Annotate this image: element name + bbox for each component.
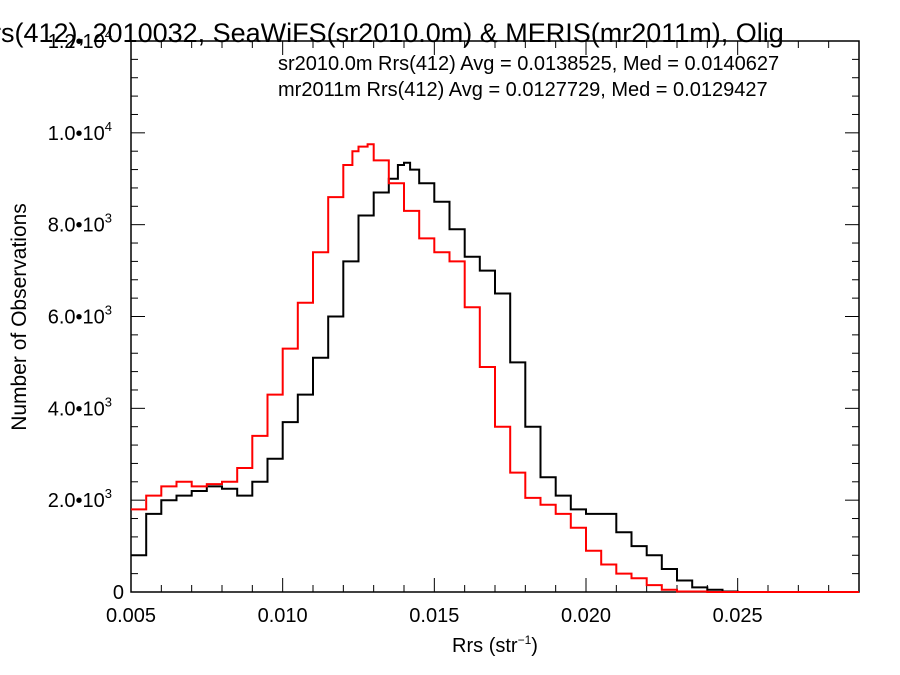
x-axis-label-main: Rrs (str [452, 635, 518, 657]
series-line-red [131, 143, 859, 593]
y-tick-label: 2.0•103 [48, 486, 112, 512]
x-tick-label: 0.025 [713, 605, 763, 627]
y-axis-label: Number of Observations [8, 203, 31, 431]
x-tick-label: 0.020 [561, 605, 611, 627]
x-axis-label: Rrs (str−1) [452, 633, 538, 657]
tick-labels: 0.005 0.010 0.015 0.020 0.025 0 2.0•103 4.0•103… [48, 27, 763, 627]
x-tick-label: 0.010 [258, 605, 308, 627]
axis-ticks [130, 40, 860, 593]
series-lines [131, 143, 859, 593]
y-tick-label: 8.0•103 [48, 211, 112, 237]
legend-entry-black: sr2010.0m Rrs(412) Avg = 0.0138525, Med … [278, 53, 779, 75]
y-tick-label: 1.2•104 [48, 27, 112, 53]
x-tick-label: 0.015 [409, 605, 459, 627]
chart-title: rs(412), 2010032, SeaWiFS(sr2010.0m) & M… [0, 18, 784, 48]
x-axis-label-end: ) [531, 635, 538, 657]
plot-frame [130, 40, 860, 593]
legend-entry-red: mr2011m Rrs(412) Avg = 0.0127729, Med = … [278, 79, 768, 101]
y-tick-label: 6.0•103 [48, 303, 112, 329]
y-tick-label: 0 [113, 582, 124, 604]
y-tick-label: 1.0•104 [48, 119, 112, 145]
x-axis-label-sup: −1 [518, 633, 532, 647]
series-line-black [131, 161, 859, 593]
x-tick-label: 0.005 [106, 605, 156, 627]
y-tick-label: 4.0•103 [48, 394, 112, 420]
